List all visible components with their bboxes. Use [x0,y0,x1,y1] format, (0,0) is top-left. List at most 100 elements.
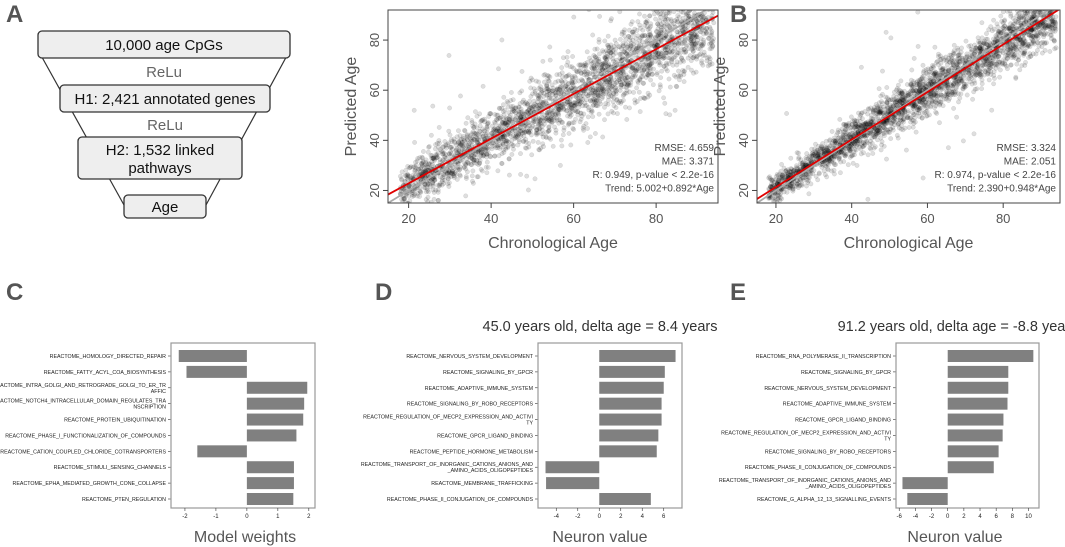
data-point [995,24,1001,30]
data-point [616,44,622,49]
data-point [521,138,527,144]
data-point [542,121,547,127]
data-point [521,127,527,133]
data-point [505,144,511,149]
data-point [608,42,614,48]
hidden-layer-1-label: H1: 2,421 annotated genes [75,91,256,108]
data-point [709,30,714,36]
network-diagram: 10,000 age CpGs ReLu H1: 2,421 annotated… [37,30,291,219]
data-point [594,61,600,67]
data-point [1017,67,1023,73]
data-point [672,107,678,113]
data-point [688,31,694,37]
data-point [629,64,635,70]
x-axis-label: Chronological Age [488,235,618,252]
data-point [862,109,868,115]
data-point [640,27,646,33]
data-point [703,0,707,4]
data-point [1036,0,1040,4]
data-point [1025,0,1029,2]
data-point [494,117,500,123]
data-point [925,66,931,72]
data-point [425,149,431,155]
data-point [523,100,528,106]
data-point [647,92,653,98]
data-point [624,81,630,87]
data-point [656,55,662,60]
data-point [701,31,706,37]
data-point [661,95,666,101]
x-tick-label: 60 [566,211,580,226]
data-point [546,125,552,130]
data-point [784,111,789,116]
data-point [582,69,587,75]
data-point [586,107,592,113]
data-point [430,187,436,193]
data-point [574,69,580,75]
data-point [536,147,542,153]
data-point [592,69,598,75]
data-point [405,163,411,169]
data-point [576,97,582,103]
data-point [676,42,681,48]
x-tick-label: 40 [484,211,498,226]
data-point [664,16,670,22]
data-point [691,53,697,59]
data-point [677,29,683,34]
data-point [549,82,555,88]
data-point [915,10,921,15]
data-point [645,26,651,32]
data-point [468,138,474,144]
data-point [675,41,681,46]
data-point [554,72,560,78]
data-point [668,16,674,22]
data-point [643,56,648,62]
data-point [691,44,697,49]
data-point [496,105,502,111]
data-point [1043,0,1047,3]
data-point [681,69,687,75]
data-point [628,80,634,85]
data-point [690,23,696,29]
data-point [661,55,667,61]
data-point [688,40,694,46]
data-point [580,78,586,83]
data-point [437,159,443,165]
data-point [472,131,478,137]
data-point [618,51,623,57]
data-point [991,17,996,23]
data-point [635,19,641,24]
data-point [423,197,429,203]
data-point [561,125,567,131]
data-point [698,43,704,49]
data-point [701,0,705,3]
data-point [669,49,675,55]
data-point [515,142,521,148]
data-point [603,62,609,67]
data-point [683,0,687,1]
data-point [706,35,712,41]
hidden-layer-2-box [77,136,243,180]
data-point [600,48,605,54]
data-point [540,118,546,124]
data-point [524,101,530,107]
data-point [602,54,608,60]
data-point [615,75,620,81]
data-point [618,82,624,88]
data-point [534,128,539,133]
data-point [613,85,618,91]
data-point [663,4,667,8]
data-point [1037,1,1041,5]
data-point [430,155,436,161]
data-point [570,81,575,87]
data-point [446,169,452,175]
data-point [491,127,496,133]
data-point [979,86,984,92]
data-point [565,85,570,90]
data-point [419,161,424,167]
data-point [970,96,975,102]
data-point [781,255,785,259]
data-point [620,93,626,99]
data-point [446,53,452,58]
data-point [674,59,680,65]
